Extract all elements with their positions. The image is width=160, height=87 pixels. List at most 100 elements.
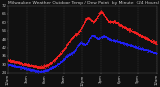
Point	[117, 40, 120, 42]
Point	[16, 66, 18, 67]
Point	[121, 42, 124, 44]
Point	[88, 39, 90, 41]
Point	[102, 14, 105, 15]
Point	[147, 39, 149, 40]
Point	[29, 69, 32, 71]
Point	[140, 36, 143, 37]
Point	[98, 37, 101, 39]
Point	[100, 37, 102, 38]
Point	[142, 36, 145, 38]
Point	[63, 58, 66, 59]
Point	[142, 48, 144, 50]
Point	[32, 65, 34, 66]
Point	[63, 49, 65, 51]
Point	[60, 52, 62, 54]
Point	[57, 63, 60, 65]
Point	[136, 47, 138, 49]
Point	[123, 43, 126, 44]
Point	[111, 40, 113, 41]
Point	[114, 40, 117, 42]
Point	[131, 45, 134, 46]
Point	[49, 62, 52, 63]
Point	[59, 53, 61, 55]
Point	[53, 66, 55, 67]
Point	[74, 48, 77, 49]
Point	[12, 64, 14, 65]
Point	[92, 20, 94, 21]
Point	[10, 64, 13, 66]
Point	[86, 16, 88, 18]
Point	[130, 45, 133, 46]
Point	[109, 22, 111, 24]
Point	[7, 60, 10, 61]
Point	[101, 11, 103, 12]
Point	[88, 18, 91, 19]
Point	[99, 36, 101, 38]
Point	[84, 19, 87, 20]
Point	[89, 19, 92, 20]
Point	[114, 22, 117, 23]
Point	[108, 21, 110, 22]
Point	[102, 36, 105, 37]
Point	[24, 63, 26, 64]
Point	[70, 37, 73, 38]
Point	[12, 61, 15, 62]
Point	[117, 24, 120, 25]
Point	[105, 36, 107, 37]
Point	[101, 37, 104, 38]
Point	[81, 43, 84, 44]
Point	[73, 50, 75, 52]
Point	[62, 59, 65, 61]
Point	[61, 50, 64, 51]
Point	[53, 67, 55, 68]
Point	[102, 35, 104, 37]
Point	[141, 34, 143, 35]
Point	[140, 35, 142, 36]
Point	[39, 71, 42, 72]
Point	[66, 54, 69, 55]
Point	[68, 54, 70, 55]
Point	[46, 64, 48, 65]
Point	[74, 34, 76, 36]
Point	[77, 32, 79, 33]
Point	[93, 20, 95, 22]
Point	[14, 64, 16, 66]
Point	[89, 37, 92, 39]
Point	[110, 40, 113, 41]
Point	[13, 65, 16, 66]
Point	[97, 14, 100, 15]
Point	[20, 62, 22, 64]
Point	[116, 22, 119, 23]
Point	[43, 70, 45, 71]
Point	[46, 65, 49, 66]
Point	[35, 66, 37, 67]
Point	[127, 28, 130, 30]
Point	[86, 40, 89, 42]
Point	[124, 43, 126, 45]
Point	[102, 36, 104, 37]
Point	[89, 35, 92, 37]
Point	[155, 43, 157, 45]
Point	[43, 67, 46, 68]
Point	[71, 37, 74, 38]
Point	[88, 18, 91, 19]
Point	[21, 68, 24, 69]
Point	[154, 42, 156, 44]
Point	[131, 30, 134, 32]
Point	[31, 69, 33, 70]
Point	[40, 66, 43, 67]
Point	[82, 42, 84, 44]
Point	[70, 53, 73, 54]
Point	[12, 65, 15, 67]
Point	[135, 32, 137, 33]
Point	[71, 38, 74, 39]
Point	[123, 42, 126, 44]
Point	[20, 66, 22, 67]
Point	[84, 44, 86, 45]
Point	[147, 49, 150, 51]
Point	[45, 66, 48, 67]
Point	[115, 40, 117, 42]
Point	[46, 65, 49, 66]
Point	[19, 68, 21, 69]
Point	[55, 65, 58, 67]
